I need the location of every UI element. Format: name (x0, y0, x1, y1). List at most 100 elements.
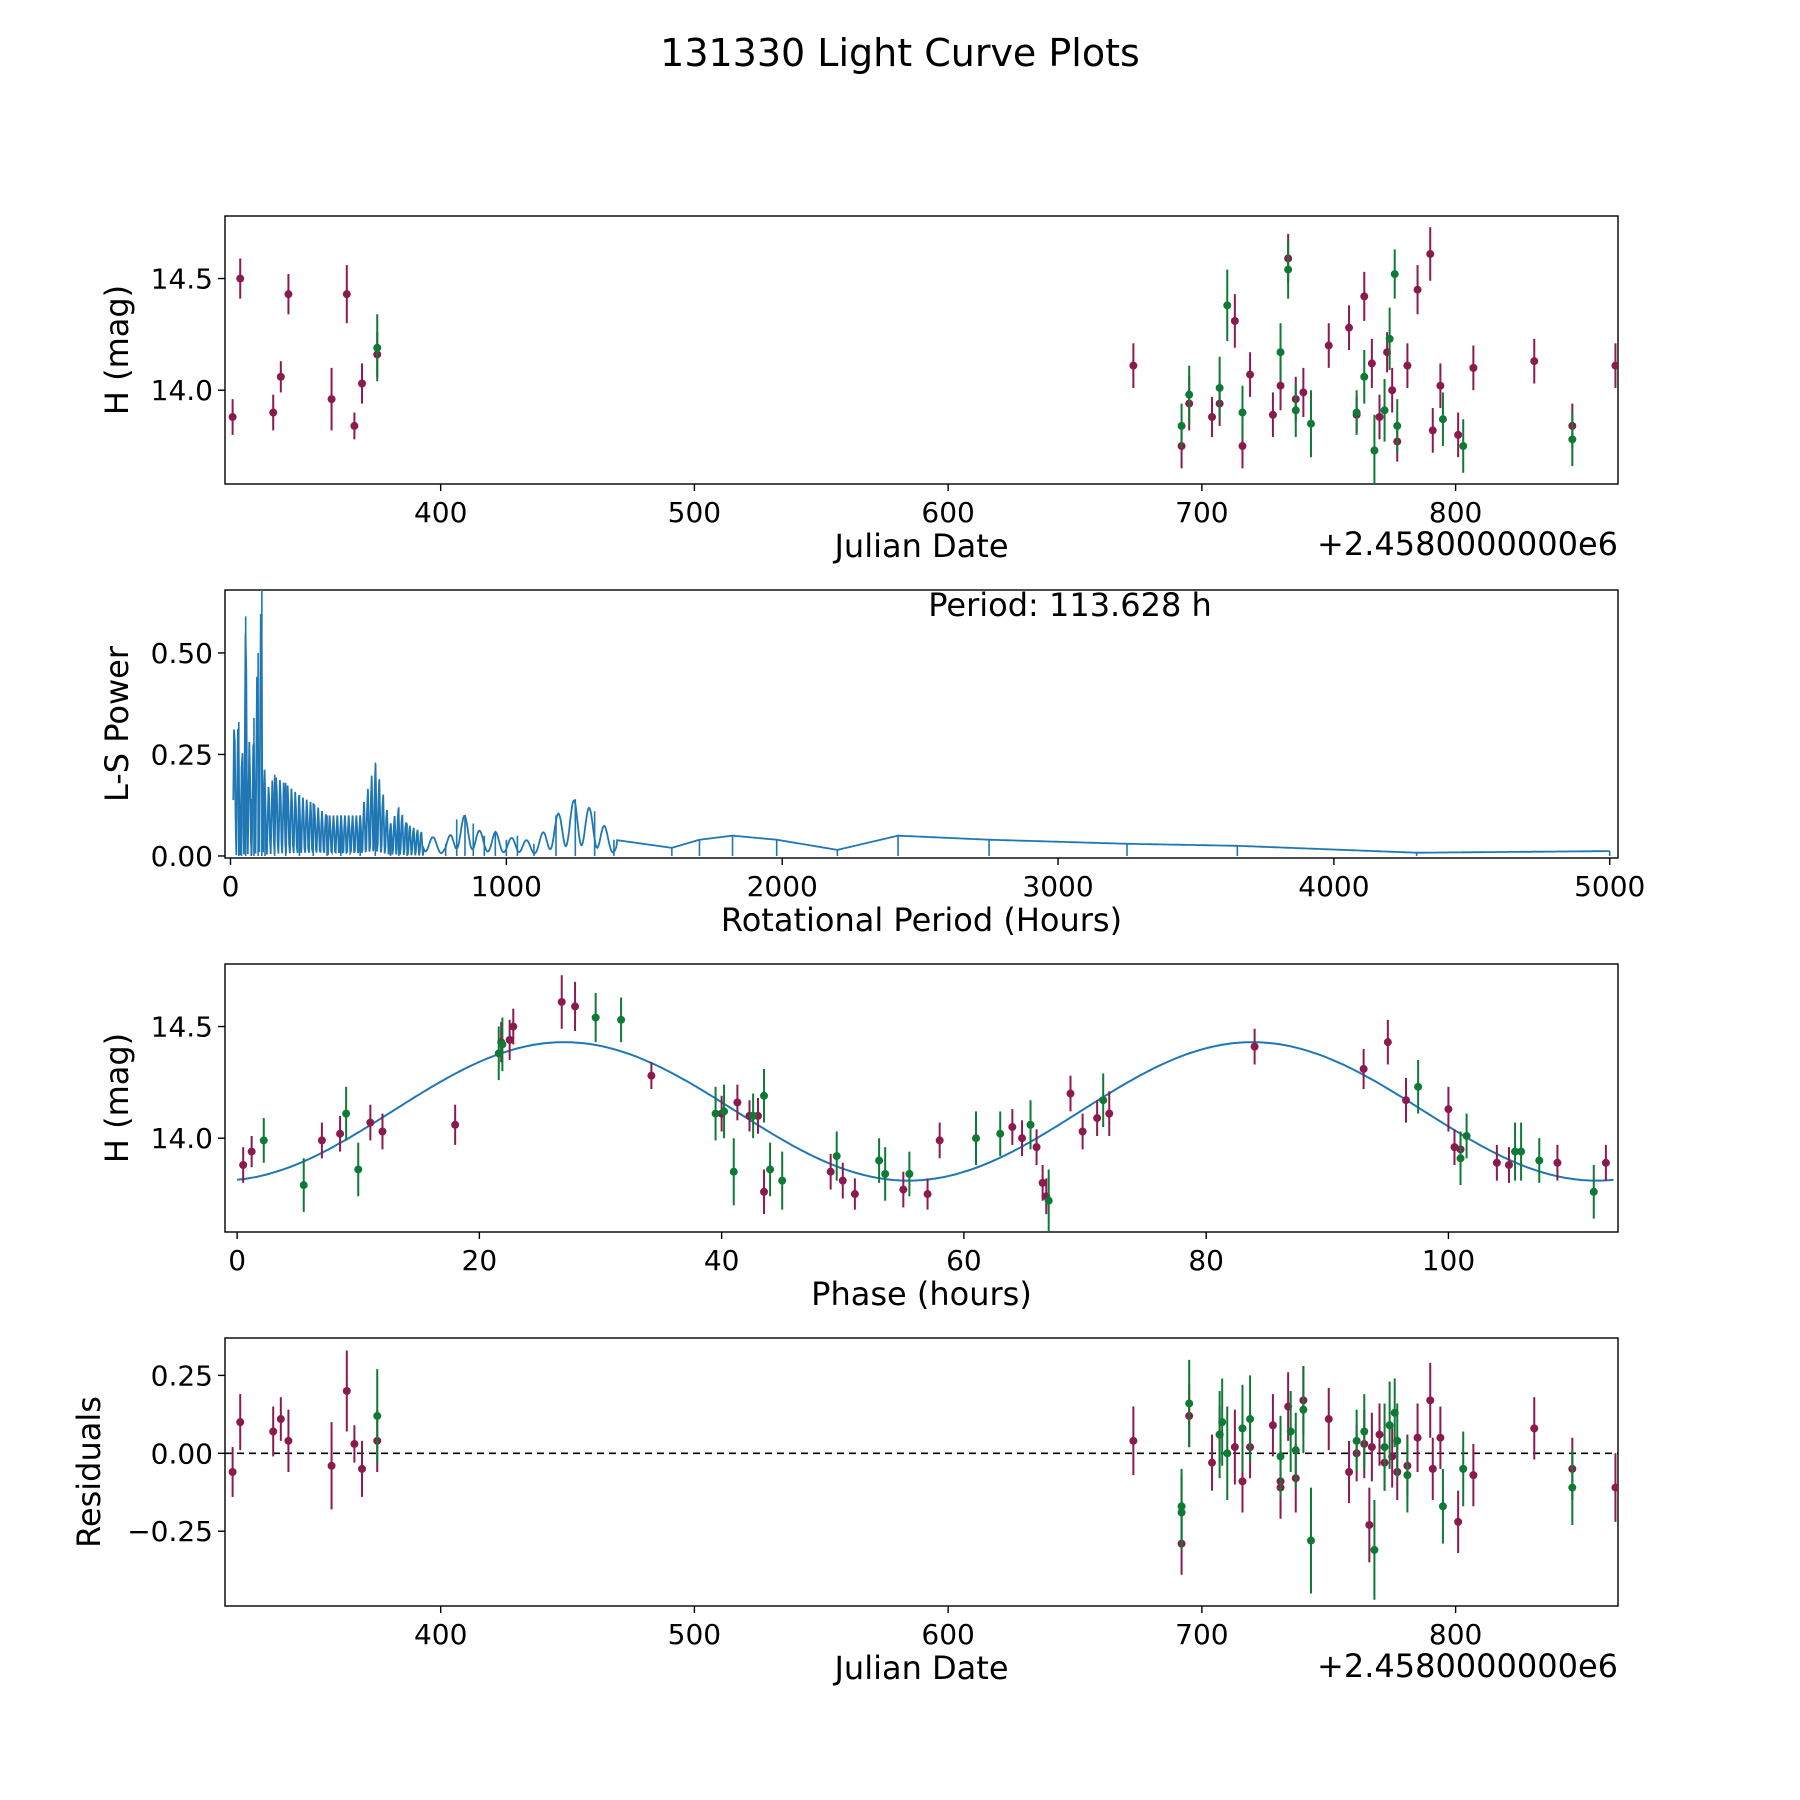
light-curve-point-crimson (358, 379, 367, 388)
phased-curve-point-crimson (1450, 1143, 1459, 1152)
residuals-point-green (1360, 1427, 1369, 1436)
periodogram-line (232, 613, 1610, 857)
residuals-point-green (1393, 1436, 1402, 1445)
light-curve-xtick-label: 500 (668, 496, 721, 529)
residuals-point-crimson (276, 1415, 285, 1424)
light-curve-point-crimson (350, 421, 359, 430)
phased-curve-point-green (1517, 1147, 1526, 1156)
light-curve-point-crimson (1367, 359, 1376, 368)
residuals-point-crimson (358, 1464, 367, 1473)
residuals-point-green (1438, 1502, 1447, 1511)
phased-curve-point-crimson (899, 1185, 908, 1194)
residuals-point-crimson (236, 1418, 245, 1427)
phased-curve-point-crimson (1601, 1158, 1610, 1167)
phased-curve-point-green (1462, 1131, 1471, 1140)
light-curve-point-green (1352, 408, 1361, 417)
phased-curve-point-crimson (1105, 1109, 1114, 1118)
residuals-x-label: Julian Date (832, 1649, 1008, 1687)
periodogram-y-label: L-S Power (98, 645, 136, 802)
light-curve-xtick-label: 400 (414, 496, 467, 529)
light-curve-point-green (1284, 265, 1293, 274)
residuals-point-green (1352, 1436, 1361, 1445)
periodogram-xtick-label: 2000 (747, 870, 818, 903)
phased-curve-point-crimson (760, 1187, 769, 1196)
periodogram-x-label: Rotational Period (Hours) (721, 901, 1122, 939)
residuals-point-green (1370, 1545, 1379, 1554)
phased-curve-point-crimson (1444, 1105, 1453, 1114)
residuals-point-green (1223, 1449, 1232, 1458)
phased-curve-point-green (1589, 1187, 1598, 1196)
phased-curve-point-crimson (1093, 1114, 1102, 1123)
residuals-point-crimson (1454, 1517, 1463, 1526)
residuals-point-green (1380, 1443, 1389, 1452)
phased-curve-point-crimson (1018, 1134, 1027, 1143)
residuals-point-crimson (342, 1386, 351, 1395)
light-curve-point-crimson (1299, 388, 1308, 397)
residuals-point-crimson (1129, 1436, 1138, 1445)
residuals-frame (224, 1337, 1619, 1607)
phased-curve-point-green (766, 1165, 775, 1174)
residuals-point-crimson (269, 1427, 278, 1436)
light-curve-ytick-label: 14.5 (151, 263, 213, 296)
light-curve-point-crimson (1230, 316, 1239, 325)
light-curve-point-crimson (1276, 381, 1285, 390)
residuals-point-green (1568, 1483, 1577, 1492)
phased-curve-point-crimson (509, 1022, 518, 1031)
residuals-ytick-label: −0.25 (127, 1515, 213, 1548)
light-curve-point-crimson (1345, 323, 1354, 332)
residuals-point-green (1246, 1415, 1255, 1424)
residuals-point-green (1185, 1399, 1194, 1408)
phased-curve-point-crimson (557, 997, 566, 1006)
residuals-point-green (1238, 1424, 1247, 1433)
periodogram-ytick-label: 0.00 (151, 840, 213, 873)
light-curve-point-green (1177, 421, 1186, 430)
light-curve-point-crimson (276, 372, 285, 381)
phased-curve-point-green (996, 1129, 1005, 1138)
light-curve-point-green (1459, 442, 1468, 451)
residuals-point-green (1403, 1471, 1412, 1480)
light-curve-point-crimson (1611, 361, 1618, 370)
residuals-panel: Julian Date Residuals +2.4580000000e6 40… (70, 1337, 1619, 1687)
light-curve-point-crimson (1129, 361, 1138, 370)
phased-curve-point-crimson (1032, 1143, 1041, 1152)
periodogram-panel: Rotational Period (Hours) L-S Power Peri… (98, 586, 1645, 939)
light-curve-point-green (1380, 406, 1389, 415)
phased-curve-plot-area (236, 975, 1614, 1232)
residuals-point-crimson (284, 1436, 293, 1445)
phased-curve-xtick-label: 20 (462, 1244, 498, 1277)
residuals-point-crimson (1428, 1464, 1437, 1473)
phased-curve-point-crimson (1383, 1038, 1392, 1047)
phased-curve-point-green (1511, 1147, 1520, 1156)
residuals-point-crimson (228, 1468, 237, 1476)
period-annotation: Period: 113.628 h (928, 586, 1212, 624)
phased-curve-point-crimson (850, 1190, 859, 1199)
phased-curve-point-crimson (366, 1118, 375, 1127)
phased-curve-point-green (905, 1169, 914, 1178)
phased-curve-point-crimson (1008, 1123, 1017, 1132)
phased-curve-point-green (760, 1091, 769, 1100)
light-curve-point-crimson (1375, 413, 1384, 421)
model-fit-line (236, 1041, 1614, 1182)
phased-curve-point-green (354, 1165, 363, 1174)
residuals-point-green (1286, 1427, 1295, 1436)
light-curve-x-label: Julian Date (832, 527, 1008, 565)
phased-curve-panel: Phase (hours) H (mag) 0 20 40 60 80 100 14.0 14… (98, 963, 1619, 1313)
light-curve-point-crimson (1436, 381, 1445, 390)
residuals-point-green (1291, 1446, 1300, 1455)
phased-curve-point-crimson (923, 1190, 932, 1199)
residuals-point-crimson (1367, 1443, 1376, 1452)
phased-curve-point-crimson (505, 1035, 514, 1044)
light-curve-point-crimson (1388, 386, 1397, 395)
phased-curve-point-green (494, 1049, 503, 1058)
phased-curve-point-crimson (317, 1136, 326, 1145)
light-curve-point-crimson (342, 290, 351, 299)
phased-curve-point-green (1026, 1120, 1035, 1129)
light-curve-xtick-label: 700 (1175, 496, 1228, 529)
light-curve-point-crimson (1530, 357, 1539, 366)
light-curve-point-green (1438, 415, 1447, 424)
phased-curve-point-green (711, 1109, 720, 1118)
light-curve-point-green (1390, 270, 1399, 279)
phased-curve-point-green (342, 1109, 351, 1118)
residuals-point-crimson (1365, 1520, 1374, 1529)
